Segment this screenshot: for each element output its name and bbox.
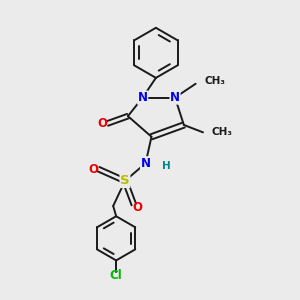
Text: H: H <box>162 161 171 171</box>
Text: CH₃: CH₃ <box>205 76 226 86</box>
Text: S: S <box>120 174 130 188</box>
Text: N: N <box>170 91 180 104</box>
Text: Cl: Cl <box>110 269 122 282</box>
Text: O: O <box>132 201 142 214</box>
Text: O: O <box>88 163 98 176</box>
Text: CH₃: CH₃ <box>212 127 233 137</box>
Text: O: O <box>97 117 107 130</box>
Text: N: N <box>141 157 151 170</box>
Text: N: N <box>138 91 148 104</box>
